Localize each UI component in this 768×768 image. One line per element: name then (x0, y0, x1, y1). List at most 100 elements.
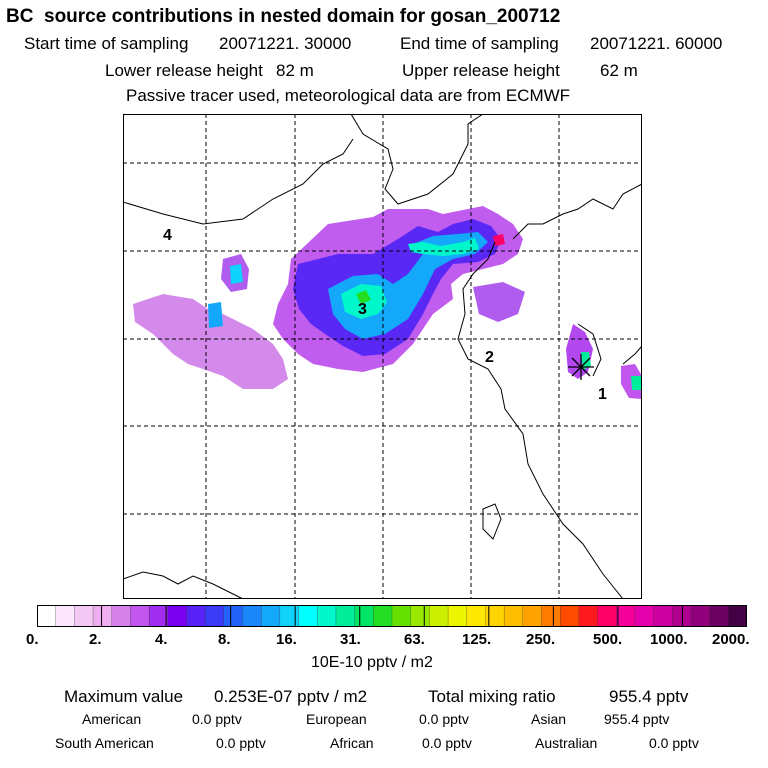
colorbar-tick: 2000. (712, 631, 750, 648)
upper-height-label: Upper release height (402, 61, 560, 80)
region-label-4: 4 (163, 227, 172, 244)
plume-hot-pink (493, 234, 505, 246)
contribution-name: Australian (535, 735, 598, 751)
taiwan-outline (482, 503, 502, 540)
contribution-value: 955.4 pptv (604, 711, 670, 727)
colorbar-cell (485, 605, 505, 627)
colorbar-tick: 125. (462, 631, 492, 648)
colorbar-cell (410, 605, 430, 627)
colorbar-cell (205, 605, 225, 627)
border-korea (512, 183, 642, 240)
start-time-label: Start time of sampling (24, 34, 189, 53)
colorbar-tick: 8. (218, 631, 231, 648)
source-contribution-map: 1 2 3 4 (123, 114, 642, 599)
colorbar-tick: 2. (89, 631, 102, 648)
colorbar-cell (578, 605, 599, 627)
colorbar-tick: 16. (276, 631, 297, 648)
contribution-value: 0.0 pptv (649, 735, 699, 751)
tracer-note: Passive tracer used, meteorological data… (126, 86, 571, 105)
coast-china (350, 114, 484, 205)
total-mixing-label: Total mixing ratio (428, 687, 556, 706)
contribution-name: South American (55, 735, 154, 751)
colorbar-cell (335, 605, 356, 627)
colorbar-cell (634, 605, 655, 627)
colorbar-tick: 0. (26, 631, 39, 648)
colorbar-cell (616, 605, 636, 627)
contribution-value: 0.0 pptv (192, 711, 242, 727)
colorbar-cell (55, 605, 75, 627)
plume-japan-core (631, 376, 642, 390)
total-mixing-value: 955.4 pptv (609, 687, 689, 706)
colorbar-tick: 31. (340, 631, 361, 648)
colorbar-major-dividers (101, 605, 683, 627)
colorbar-tick: 250. (526, 631, 556, 648)
colorbar-cell (447, 605, 468, 627)
colorbar-cell (298, 605, 318, 627)
colorbar-cell (503, 605, 524, 627)
colorbar-cell (709, 605, 729, 627)
colorbar-tick: 1000. (650, 631, 688, 648)
contribution-name: American (82, 711, 142, 727)
colorbar-cell (37, 605, 57, 627)
region-label-3: 3 (358, 301, 367, 318)
end-time-label: End time of sampling (400, 34, 559, 53)
contribution-value: 0.0 pptv (216, 735, 266, 751)
colorbar-cell (242, 605, 262, 627)
colorbar-tick: 63. (404, 631, 425, 648)
coastlines (123, 114, 642, 599)
colorbar-cell (223, 605, 244, 627)
colorbar-tick: 500. (593, 631, 623, 648)
map-frame (123, 114, 642, 599)
colorbar-cell (672, 605, 692, 627)
plume-peak (356, 290, 371, 304)
colorbar-cells (37, 605, 747, 627)
receptor-star-icon (568, 354, 594, 380)
colorbar-cell (373, 605, 393, 627)
graticule (123, 114, 642, 599)
plume-field (133, 206, 642, 399)
colorbar-cell (186, 605, 206, 627)
contribution-name: Asian (531, 711, 567, 727)
region-label-1: 1 (598, 386, 607, 403)
colorbar-cell (317, 605, 337, 627)
colorbar-cell (354, 605, 374, 627)
contribution-value: 0.0 pptv (419, 711, 469, 727)
contribution-value: 0.0 pptv (422, 735, 472, 751)
lower-height-label: Lower release height (105, 61, 263, 80)
border-mongolia (123, 138, 354, 225)
start-time-value: 20071221. 30000 (219, 34, 352, 53)
colorbar-cell (466, 605, 486, 627)
plume-westpeak-core (230, 264, 243, 284)
plume-outer-west (133, 294, 288, 389)
upper-height-value: 62 m (600, 61, 638, 80)
plume-korea-core (581, 352, 591, 370)
colorbar-cell (690, 605, 711, 627)
colorbar-cell (522, 605, 543, 627)
colorbar-cell (653, 605, 673, 627)
coast-east-china (457, 241, 624, 599)
colorbar-cell (728, 605, 747, 627)
colorbar-cell (597, 605, 617, 627)
plot-title: BC source contributions in nested domain… (6, 6, 561, 27)
end-time-value: 20071221. 60000 (590, 34, 723, 53)
colorbar-cell (148, 605, 169, 627)
colorbar-cell (167, 605, 188, 627)
colorbar-cell (560, 605, 580, 627)
colorbar-frame (37, 605, 747, 627)
colorbar-cell (111, 605, 131, 627)
colorbar-unit: 10E-10 pptv / m2 (311, 654, 433, 671)
colorbar-cell (541, 605, 561, 627)
lower-height-value: 82 m (276, 61, 314, 80)
colorbar-cell (92, 605, 113, 627)
coast-korea (577, 323, 602, 377)
contribution-name: European (306, 711, 367, 727)
colorbar-cell (130, 605, 150, 627)
border-southwest (123, 571, 244, 599)
colorbar-cell (391, 605, 412, 627)
colorbar-cell (261, 605, 281, 627)
max-value: 0.253E-07 pptv / m2 (214, 687, 368, 706)
colorbar-cell (429, 605, 449, 627)
plume-outer-shandong (473, 282, 525, 322)
coast-japan (622, 345, 642, 365)
contribution-name: African (330, 735, 374, 751)
